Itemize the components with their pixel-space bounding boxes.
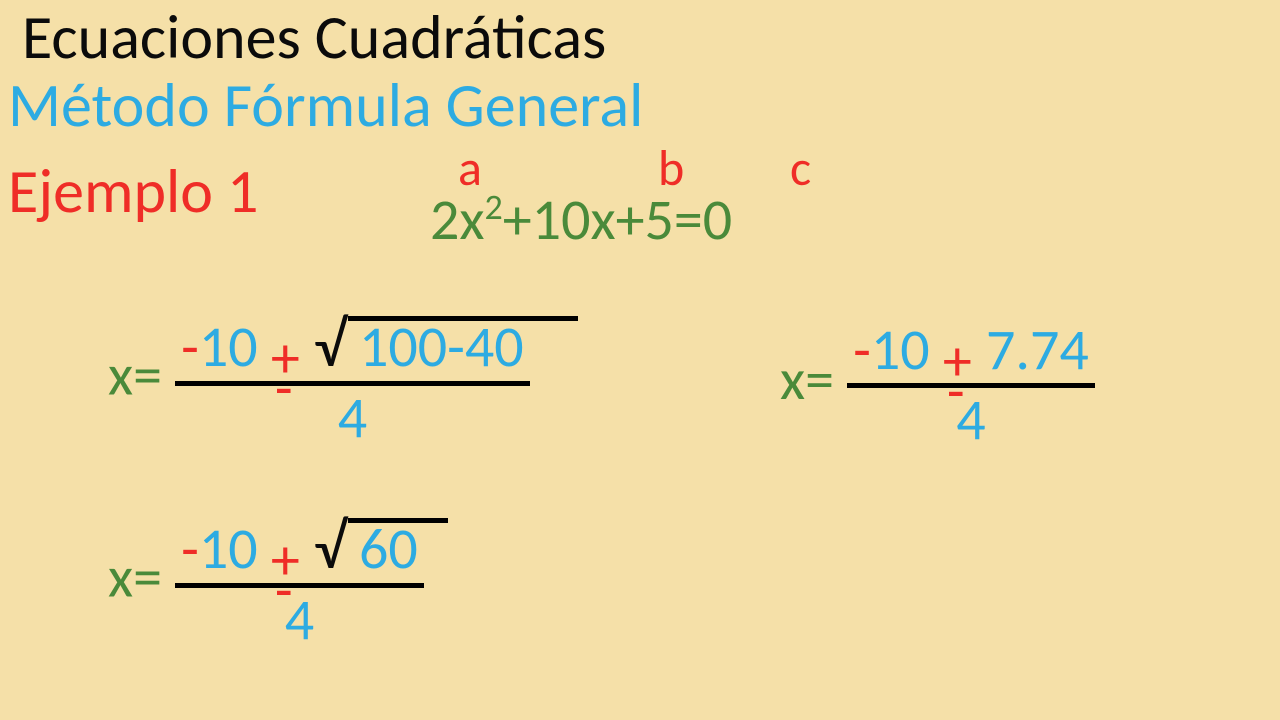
s1-rad-top: [348, 316, 578, 321]
eq-a: 2: [430, 184, 459, 255]
s1-minus: -: [275, 358, 293, 419]
s2-x: x: [780, 344, 805, 415]
s2-minus: -: [947, 361, 965, 422]
s2-ten: 10: [871, 314, 930, 385]
eq-eq0: =0: [674, 184, 732, 255]
s3-rad-sym: √: [314, 514, 346, 581]
formula-step-2: x= -10 + - 7.74 4: [780, 318, 1095, 453]
s3-eq: =: [133, 541, 162, 612]
eq-plus2: +: [616, 184, 645, 255]
s1-rad-sym: √: [314, 312, 346, 379]
s2-fraction: -10 + - 7.74 4: [847, 318, 1095, 453]
s3-radical: √ 60: [314, 514, 418, 581]
eq-b: 10: [532, 184, 591, 255]
s3-ten: 10: [199, 513, 258, 584]
example-label: Ejemplo 1: [8, 160, 258, 222]
s2-eq: =: [805, 344, 834, 415]
s3-rad-top: [348, 518, 448, 523]
eq-x1: x: [459, 184, 484, 255]
s3-minus: -: [275, 560, 293, 621]
s3-fraction: -10 + - √ 60 4: [175, 512, 424, 653]
eq-x2: x: [590, 184, 615, 255]
s3-x: x: [108, 541, 133, 612]
eq-sq: 2: [485, 185, 503, 229]
formula-step-1: x= -10 + - √ 100-40 4: [108, 310, 530, 451]
s2-val: 7.74: [986, 314, 1089, 385]
formula-step-3: x= -10 + - √ 60 4: [108, 512, 424, 653]
s3-neg: -: [181, 513, 199, 584]
eq-c: 5: [644, 184, 673, 255]
coef-c: c: [790, 138, 811, 199]
s2-numerator: -10 + - 7.74: [847, 318, 1095, 383]
title-main: Ecuaciones Cuadráticas: [22, 6, 606, 68]
s1-x: x: [108, 339, 133, 410]
s1-rad-inner: 100-40: [359, 311, 524, 382]
title-sub: Método Fórmula General: [8, 74, 643, 136]
s3-rad-inner: 60: [359, 513, 418, 584]
s1-radical: √ 100-40: [314, 312, 524, 379]
quadratic-equation: 2x2+10x+5=0: [430, 184, 732, 255]
eq-plus1: +: [503, 184, 532, 255]
s1-fraction: -10 + - √ 100-40 4: [175, 310, 530, 451]
s1-ten: 10: [199, 311, 258, 382]
s1-eq: =: [133, 339, 162, 410]
s1-neg: -: [181, 311, 199, 382]
s2-neg: -: [853, 314, 871, 385]
s1-numerator: -10 + - √ 100-40: [175, 310, 530, 381]
s1-denom: 4: [332, 386, 373, 451]
s3-numerator: -10 + - √ 60: [175, 512, 424, 583]
